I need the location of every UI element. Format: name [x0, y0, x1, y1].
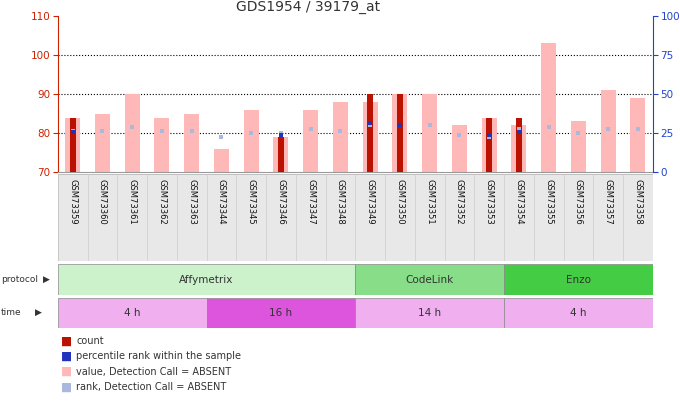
Bar	[516, 117, 522, 172]
Bar	[630, 98, 645, 172]
Bar	[355, 298, 504, 328]
Text: GSM73358: GSM73358	[634, 179, 643, 224]
Text: ▶: ▶	[35, 308, 42, 318]
Bar	[184, 114, 199, 172]
Bar	[452, 126, 467, 172]
Text: 16 h: 16 h	[269, 308, 292, 318]
Text: value, Detection Call = ABSENT: value, Detection Call = ABSENT	[76, 367, 231, 377]
Bar	[600, 90, 615, 172]
Text: 4 h: 4 h	[570, 308, 587, 318]
Bar	[207, 298, 355, 328]
Text: GSM73347: GSM73347	[306, 179, 315, 224]
Bar	[571, 122, 586, 172]
Text: Affymetrix: Affymetrix	[180, 275, 234, 285]
Text: count: count	[76, 336, 104, 346]
Text: GSM73352: GSM73352	[455, 179, 464, 224]
Bar	[273, 137, 288, 172]
Text: ■: ■	[61, 335, 72, 347]
Text: 4 h: 4 h	[124, 308, 141, 318]
Text: GSM73345: GSM73345	[247, 179, 256, 224]
Bar	[58, 298, 207, 328]
Bar	[481, 117, 496, 172]
Text: ■: ■	[61, 350, 72, 363]
Title: GDS1954 / 39179_at: GDS1954 / 39179_at	[236, 0, 379, 14]
Text: GSM73351: GSM73351	[425, 179, 434, 224]
Text: ▶: ▶	[43, 275, 50, 284]
Text: GSM73362: GSM73362	[158, 179, 167, 224]
Bar	[278, 137, 284, 172]
Bar	[303, 110, 318, 172]
Text: ■: ■	[61, 381, 72, 394]
Bar	[95, 114, 110, 172]
Text: GSM73348: GSM73348	[336, 179, 345, 224]
Bar	[504, 264, 653, 295]
Bar	[333, 102, 348, 172]
Bar	[70, 117, 75, 172]
Bar	[504, 298, 653, 328]
Bar	[397, 94, 403, 172]
Bar	[367, 94, 373, 172]
Text: GSM73356: GSM73356	[574, 179, 583, 224]
Text: GSM73349: GSM73349	[366, 179, 375, 224]
Text: protocol: protocol	[1, 275, 37, 284]
Text: GSM73350: GSM73350	[396, 179, 405, 224]
Bar	[243, 110, 258, 172]
Bar	[65, 117, 80, 172]
Text: GSM73344: GSM73344	[217, 179, 226, 224]
Text: Enzo: Enzo	[566, 275, 591, 285]
Text: GSM73346: GSM73346	[277, 179, 286, 224]
Text: GSM73357: GSM73357	[604, 179, 613, 224]
Bar	[392, 94, 407, 172]
Bar	[486, 117, 492, 172]
Text: percentile rank within the sample: percentile rank within the sample	[76, 352, 241, 361]
Bar	[154, 117, 169, 172]
Bar	[511, 126, 526, 172]
Text: GSM73363: GSM73363	[187, 179, 196, 224]
Text: GSM73354: GSM73354	[515, 179, 524, 224]
Text: ■: ■	[61, 365, 72, 378]
Text: GSM73355: GSM73355	[544, 179, 553, 224]
Bar	[355, 264, 504, 295]
Text: 14 h: 14 h	[418, 308, 441, 318]
Bar	[422, 94, 437, 172]
Bar	[362, 102, 377, 172]
Bar	[541, 43, 556, 172]
Text: GSM73353: GSM73353	[485, 179, 494, 224]
Text: GSM73361: GSM73361	[128, 179, 137, 224]
Text: CodeLink: CodeLink	[405, 275, 454, 285]
Bar	[124, 94, 139, 172]
Text: GSM73360: GSM73360	[98, 179, 107, 224]
Bar	[58, 264, 355, 295]
Bar	[214, 149, 229, 172]
Text: GSM73359: GSM73359	[68, 179, 77, 224]
Text: rank, Detection Call = ABSENT: rank, Detection Call = ABSENT	[76, 382, 226, 392]
Text: time: time	[1, 308, 21, 318]
